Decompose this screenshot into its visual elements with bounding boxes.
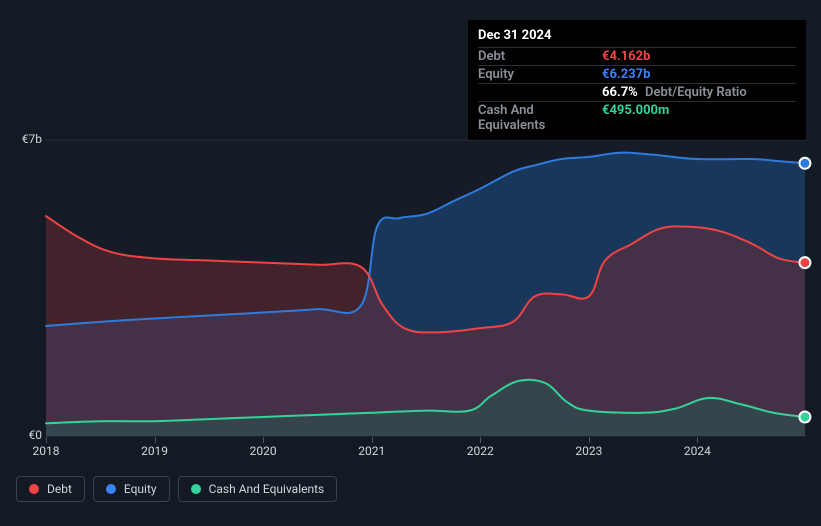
legend-item-debt[interactable]: Debt	[16, 476, 85, 502]
x-tick	[263, 437, 264, 443]
legend: Debt Equity Cash And Equivalents	[16, 476, 337, 502]
legend-dot-icon	[29, 484, 39, 494]
x-tick-label: 2020	[250, 444, 277, 458]
y-tick-label: €7b	[22, 132, 42, 146]
x-tick	[697, 437, 698, 443]
tooltip-ratio-label: Debt/Equity Ratio	[645, 85, 747, 100]
tooltip-ratio-spacer	[478, 85, 602, 100]
tooltip-debt-value: €4.162b	[602, 49, 650, 64]
tooltip-equity-label: Equity	[478, 67, 602, 82]
tooltip-debt-label: Debt	[478, 49, 602, 64]
x-tick	[372, 437, 373, 443]
legend-label: Debt	[47, 482, 72, 496]
legend-item-equity[interactable]: Equity	[93, 476, 170, 502]
x-tick	[589, 437, 590, 443]
legend-label: Equity	[124, 482, 157, 496]
legend-dot-icon	[191, 484, 201, 494]
tooltip-ratio-value: 66.7%	[602, 85, 638, 100]
tooltip-cash-label: Cash And Equivalents	[478, 103, 602, 133]
tooltip-ratio: 66.7% Debt/Equity Ratio	[602, 85, 747, 100]
x-tick-label: 2024	[684, 444, 711, 458]
tooltip-date: Dec 31 2024	[478, 26, 796, 47]
legend-dot-icon	[106, 484, 116, 494]
y-tick-label: €0	[29, 428, 43, 442]
x-tick-label: 2022	[467, 444, 494, 458]
x-tick-label: 2019	[141, 444, 168, 458]
tooltip: Dec 31 2024 Debt €4.162b Equity €6.237b …	[468, 20, 806, 140]
x-tick	[480, 437, 481, 443]
tooltip-cash-value: €495.000m	[602, 103, 669, 133]
legend-label: Cash And Equivalents	[209, 482, 325, 496]
x-tick	[155, 437, 156, 443]
tooltip-equity-value: €6.237b	[602, 67, 650, 82]
x-tick-label: 2018	[33, 444, 60, 458]
x-tick-label: 2023	[575, 444, 602, 458]
x-tick	[46, 437, 47, 443]
x-tick-label: 2021	[358, 444, 385, 458]
legend-item-cash[interactable]: Cash And Equivalents	[178, 476, 338, 502]
